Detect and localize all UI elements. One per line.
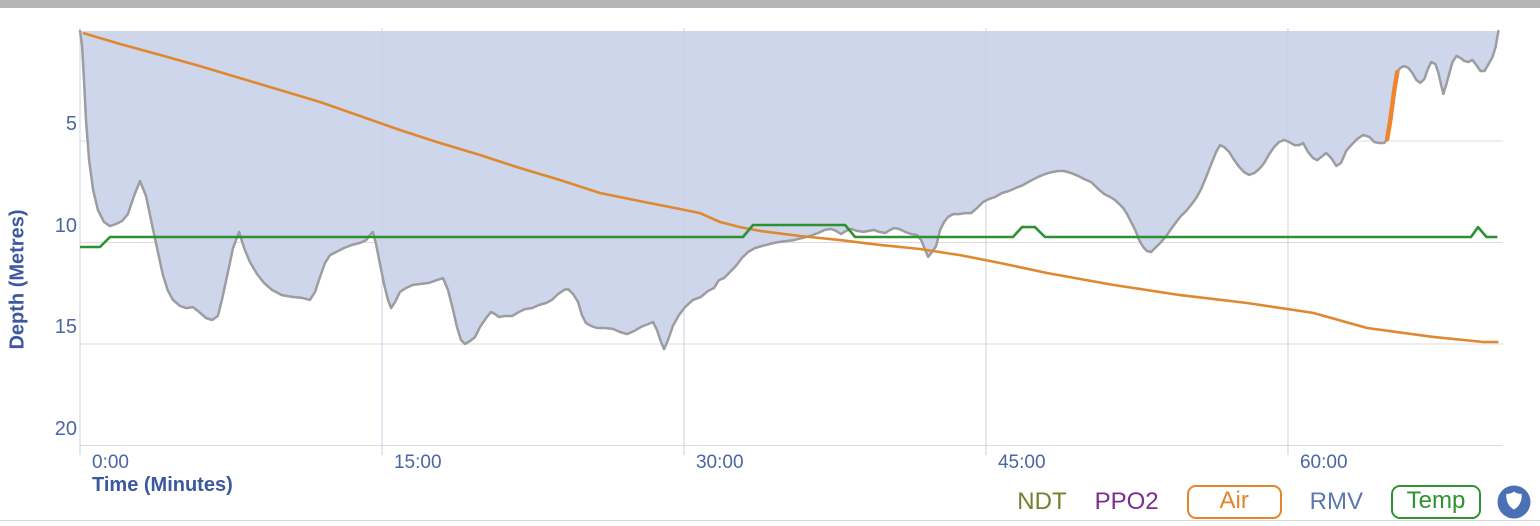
legend-item-ppo2[interactable]: PPO2	[1094, 488, 1159, 515]
legend-item-air[interactable]: Air	[1186, 485, 1282, 519]
legend-item-ndt[interactable]: NDT	[1017, 488, 1067, 515]
x-tick-label-0:00: 0:00	[92, 452, 129, 473]
y-tick-label-10: 10	[54, 214, 77, 237]
fast-ascent-line	[1384, 69, 1400, 142]
shield-icon	[1497, 485, 1531, 519]
depth-area	[80, 31, 1499, 350]
vertical-gridlines	[79, 28, 1289, 455]
y-tick-label-20: 20	[54, 417, 77, 440]
y-axis-title: Depth (Metres)	[6, 209, 29, 350]
window-top-bar	[0, 0, 1540, 8]
legend-item-temp[interactable]: Temp	[1391, 485, 1481, 519]
x-tick-label-60:00: 60:00	[1299, 452, 1348, 473]
legend-item-rmv[interactable]: RMV	[1309, 488, 1363, 515]
y-tick-label-15: 15	[54, 316, 77, 338]
depth-outline	[78, 29, 1500, 351]
x-tick-label-15:00: 15:00	[393, 452, 442, 473]
profile-lines	[78, 29, 1500, 351]
x-tick-label-45:00: 45:00	[997, 452, 1046, 473]
shield-button[interactable]	[1497, 485, 1531, 519]
y-tick-label-5: 5	[65, 113, 77, 135]
temperature-line	[80, 223, 1498, 249]
x-tick-label-30:00: 30:00	[695, 452, 744, 473]
chart-legend: NDT PPO2 Air RMV Temp	[1017, 485, 1531, 519]
air-pressure-line	[82, 31, 1499, 344]
x-axis-title: Time (Minutes)	[92, 474, 233, 496]
depth-area-fill	[80, 31, 1499, 350]
